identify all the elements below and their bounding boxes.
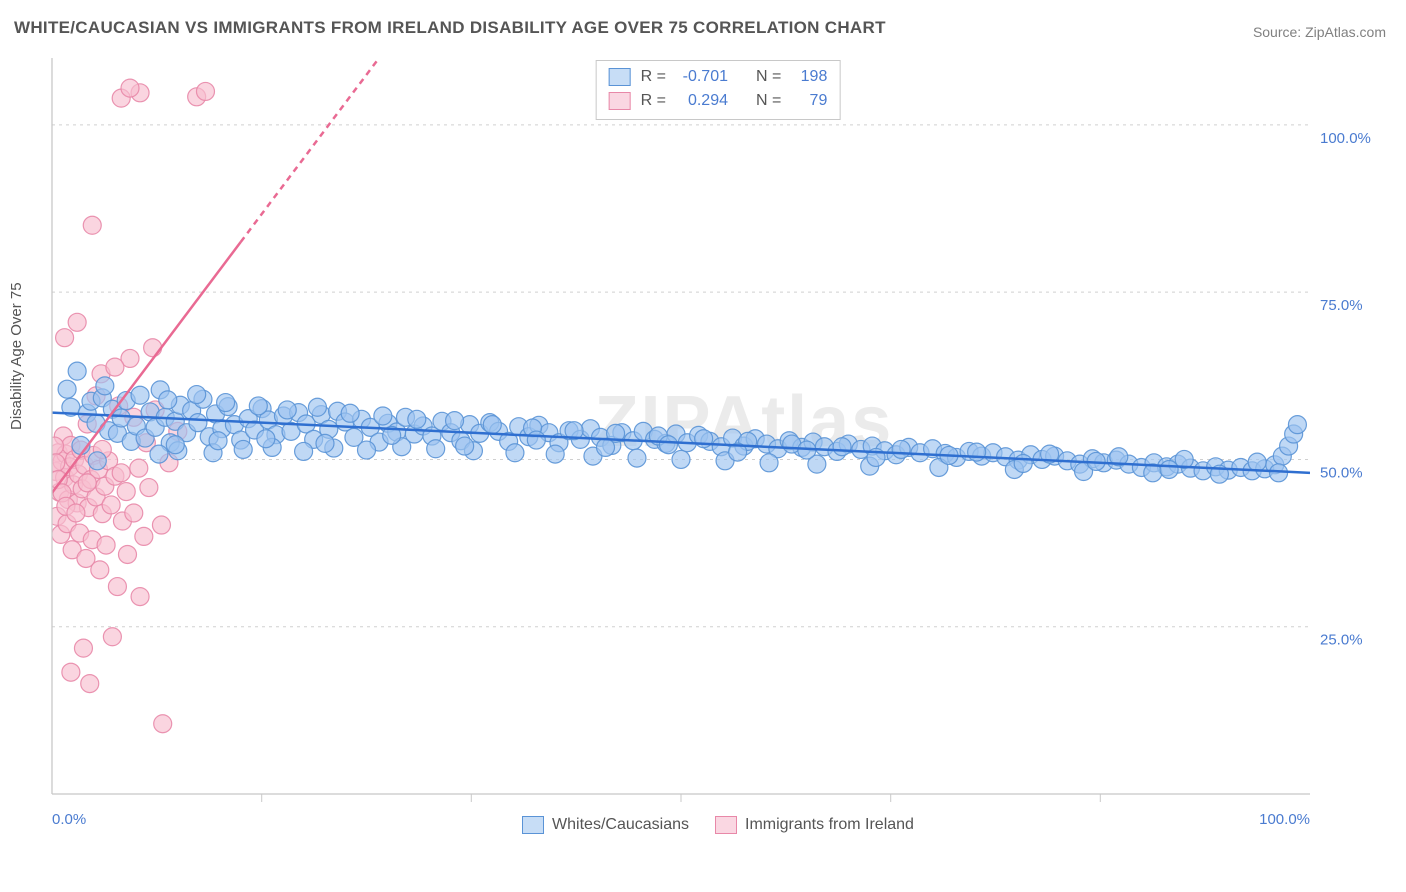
legend-label: Immigrants from Ireland [745,816,914,834]
legend-item: Immigrants from Ireland [715,816,914,834]
series-legend: Whites/Caucasians Immigrants from Ireland [46,816,1390,834]
source-link[interactable]: ZipAtlas.com [1305,24,1386,40]
svg-text:50.0%: 50.0% [1320,464,1363,481]
svg-text:75.0%: 75.0% [1320,297,1363,314]
y-axis-label: Disability Age Over 75 [8,282,25,430]
correlation-stats-box: R =-0.701N =198R =0.294N =79 [596,60,841,120]
plot-area: 25.0%50.0%75.0%100.0%ZIPAtlas0.0%100.0% … [46,52,1390,840]
series-swatch [522,816,544,834]
series-swatch [609,68,631,86]
scatter-plot-svg: 25.0%50.0%75.0%100.0%ZIPAtlas0.0%100.0% [46,52,1390,840]
chart-title: WHITE/CAUCASIAN VS IMMIGRANTS FROM IRELA… [14,18,886,38]
series-swatch [715,816,737,834]
series-swatch [609,92,631,110]
source-prefix: Source: [1253,24,1305,40]
stat-row: R =0.294N =79 [609,89,828,113]
svg-text:25.0%: 25.0% [1320,632,1363,649]
stat-row: R =-0.701N =198 [609,65,828,89]
svg-text:100.0%: 100.0% [1320,130,1371,147]
legend-item: Whites/Caucasians [522,816,689,834]
legend-label: Whites/Caucasians [552,816,689,834]
source-attribution: Source: ZipAtlas.com [1253,24,1386,40]
